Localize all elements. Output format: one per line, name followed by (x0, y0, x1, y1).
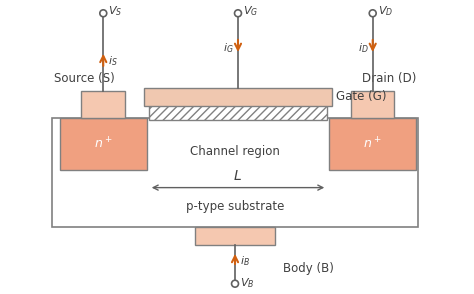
Circle shape (369, 10, 376, 17)
Text: Channel region: Channel region (190, 146, 280, 158)
Text: Drain (D): Drain (D) (362, 72, 416, 85)
Text: $n^+$: $n^+$ (364, 136, 382, 152)
Text: Source (S): Source (S) (54, 72, 115, 85)
Text: $i_S$: $i_S$ (108, 54, 118, 68)
Text: $V_D$: $V_D$ (378, 4, 393, 18)
Text: $V_G$: $V_G$ (243, 4, 258, 18)
Text: $V_S$: $V_S$ (108, 4, 122, 18)
Circle shape (100, 10, 107, 17)
Text: $i_D$: $i_D$ (358, 41, 369, 55)
Bar (82, 91, 125, 118)
Text: $i_G$: $i_G$ (223, 41, 234, 55)
Text: Gate (G): Gate (G) (336, 91, 387, 103)
Text: $V_B$: $V_B$ (240, 276, 255, 290)
Bar (351, 91, 394, 118)
Text: $n^+$: $n^+$ (94, 136, 112, 152)
Text: L: L (234, 169, 242, 183)
Bar (144, 88, 332, 106)
Bar (52, 118, 418, 227)
Bar (195, 227, 274, 245)
Bar (149, 104, 327, 120)
Text: p-type substrate: p-type substrate (186, 200, 284, 213)
Bar (60, 118, 147, 170)
Circle shape (235, 10, 241, 17)
Text: Body (B): Body (B) (283, 262, 333, 275)
Text: $i_B$: $i_B$ (240, 254, 250, 268)
Bar (329, 118, 416, 170)
Circle shape (232, 280, 238, 287)
